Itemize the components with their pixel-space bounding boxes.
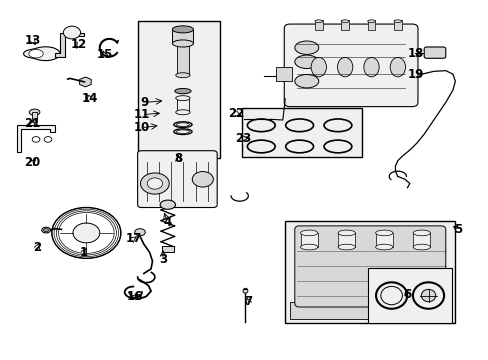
Polygon shape (29, 49, 43, 58)
Ellipse shape (337, 244, 355, 250)
Ellipse shape (300, 244, 317, 250)
Bar (172, 30, 193, 44)
Ellipse shape (294, 41, 318, 54)
Bar (32, 112, 37, 121)
Text: 4: 4 (163, 216, 172, 229)
Text: 21: 21 (24, 117, 41, 130)
Ellipse shape (172, 40, 193, 47)
Text: 6: 6 (403, 288, 411, 301)
Text: 19: 19 (407, 68, 424, 81)
Ellipse shape (300, 230, 317, 236)
Text: 10: 10 (133, 121, 149, 134)
Ellipse shape (175, 110, 190, 115)
Text: 18: 18 (407, 47, 424, 60)
Ellipse shape (41, 227, 50, 233)
Text: 14: 14 (82, 93, 98, 105)
Ellipse shape (375, 230, 392, 236)
FancyBboxPatch shape (284, 24, 417, 107)
Circle shape (192, 171, 213, 187)
Text: 23: 23 (235, 132, 251, 145)
Ellipse shape (175, 96, 190, 100)
Ellipse shape (314, 20, 322, 23)
Ellipse shape (337, 230, 355, 236)
Text: 8: 8 (174, 152, 182, 165)
Circle shape (140, 173, 169, 194)
Circle shape (73, 223, 100, 243)
Bar (337, 233, 355, 247)
Text: 12: 12 (71, 38, 87, 51)
Text: 17: 17 (126, 232, 142, 245)
Bar (367, 268, 451, 323)
Text: 13: 13 (24, 34, 41, 47)
Ellipse shape (337, 57, 352, 77)
Ellipse shape (412, 230, 429, 236)
Text: 11: 11 (133, 108, 149, 121)
Bar (375, 233, 392, 247)
Bar (314, 20, 322, 30)
Ellipse shape (294, 55, 318, 68)
Circle shape (44, 136, 52, 142)
Bar (242, 108, 361, 157)
Ellipse shape (174, 89, 191, 94)
Bar (275, 67, 292, 81)
Ellipse shape (393, 20, 401, 23)
Text: 15: 15 (96, 48, 113, 61)
FancyBboxPatch shape (424, 47, 445, 58)
Text: 16: 16 (127, 290, 143, 303)
Polygon shape (80, 77, 91, 87)
Ellipse shape (310, 57, 326, 77)
Ellipse shape (367, 20, 375, 23)
Polygon shape (17, 125, 55, 152)
Ellipse shape (29, 109, 40, 116)
Bar (393, 20, 401, 30)
Text: 2: 2 (33, 240, 41, 253)
Ellipse shape (375, 244, 392, 250)
Bar (341, 20, 348, 30)
Text: 20: 20 (24, 156, 41, 169)
Ellipse shape (389, 57, 405, 77)
Bar (162, 246, 173, 252)
Bar (289, 302, 449, 319)
Ellipse shape (135, 229, 145, 236)
Bar (412, 233, 429, 247)
Polygon shape (23, 47, 60, 60)
Ellipse shape (243, 288, 247, 293)
Ellipse shape (294, 75, 318, 88)
Ellipse shape (341, 20, 348, 23)
FancyBboxPatch shape (137, 151, 217, 207)
Text: 5: 5 (453, 223, 461, 236)
Ellipse shape (32, 120, 38, 123)
Ellipse shape (412, 244, 429, 250)
Ellipse shape (160, 200, 175, 209)
Bar (138, 21, 219, 158)
Bar (177, 98, 188, 112)
Text: 7: 7 (244, 295, 252, 308)
Text: 9: 9 (141, 96, 149, 109)
Circle shape (147, 178, 162, 189)
Text: 22: 22 (227, 107, 244, 120)
Ellipse shape (43, 229, 48, 232)
FancyBboxPatch shape (294, 226, 445, 307)
Ellipse shape (175, 73, 190, 78)
Ellipse shape (421, 289, 435, 302)
Bar (300, 233, 317, 247)
Ellipse shape (363, 57, 378, 77)
Polygon shape (55, 32, 84, 57)
Text: 3: 3 (159, 253, 167, 266)
Ellipse shape (172, 26, 193, 33)
Bar (177, 42, 188, 75)
Text: 1: 1 (80, 246, 88, 259)
Bar (367, 20, 375, 30)
Bar (285, 221, 454, 323)
Circle shape (32, 136, 40, 142)
Circle shape (63, 26, 81, 39)
